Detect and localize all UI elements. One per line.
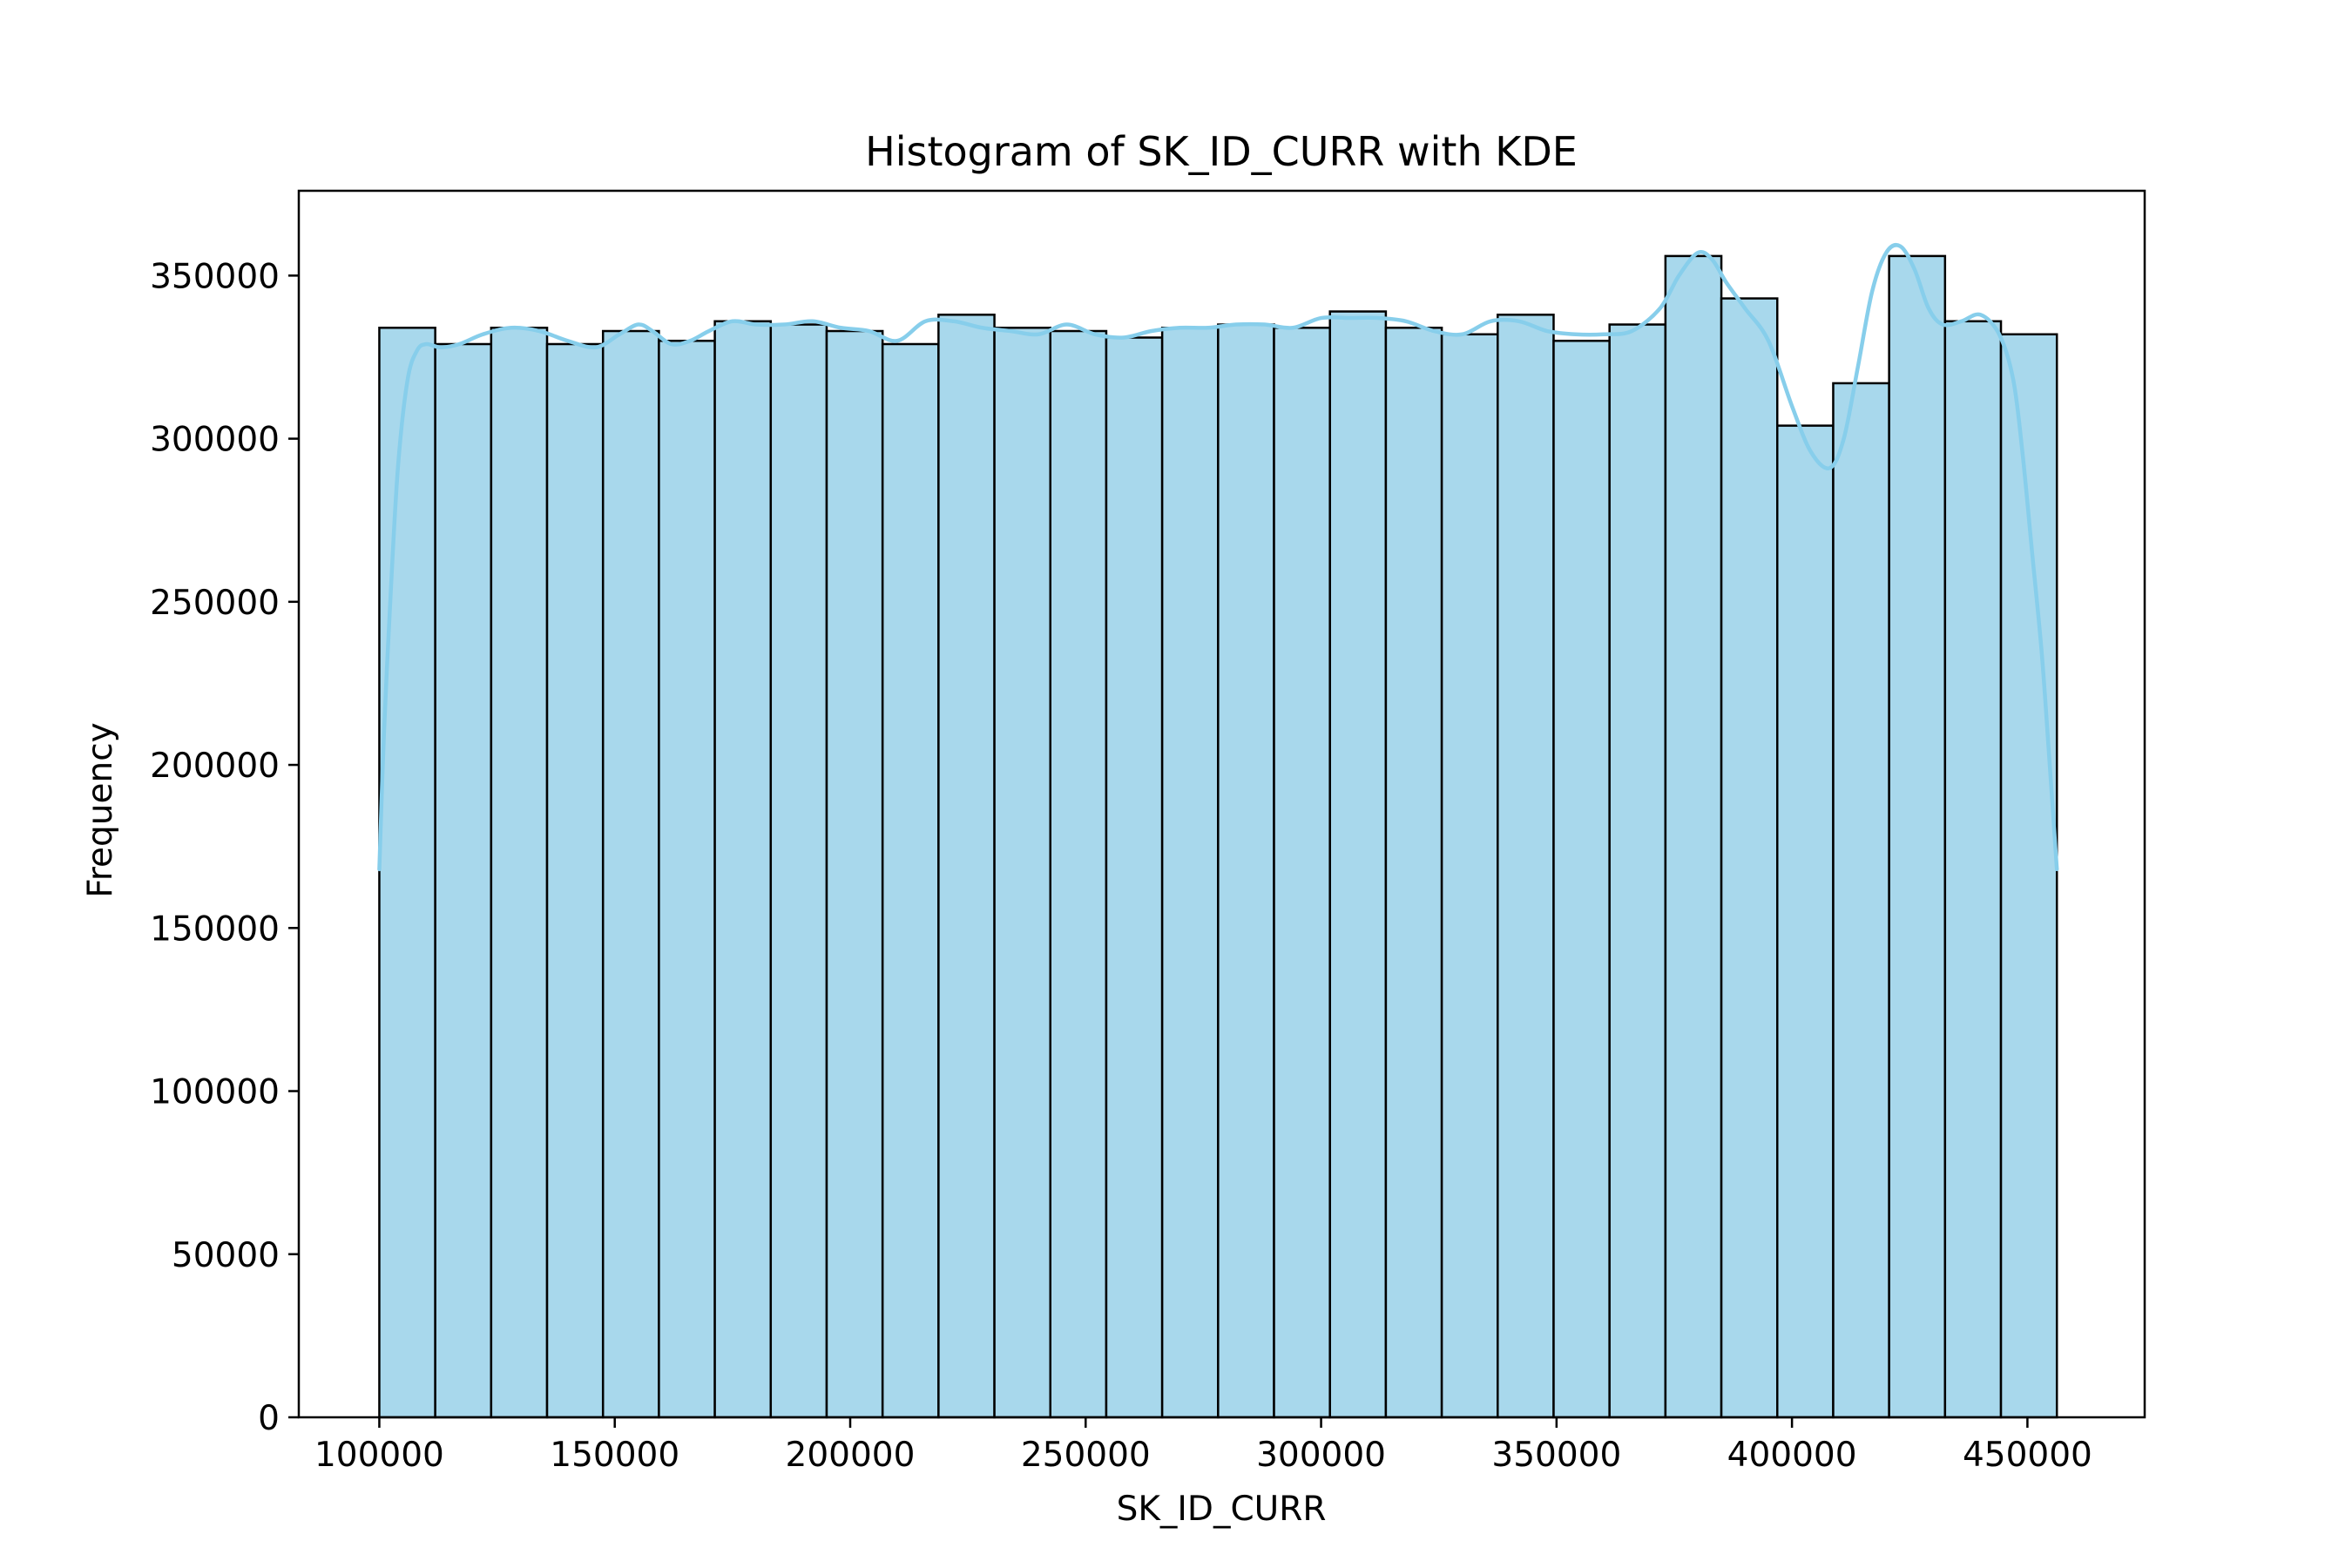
y-tick-label: 0 [258, 1399, 280, 1438]
histogram-bars [378, 254, 2058, 1419]
histogram-bar [545, 342, 605, 1419]
histogram-bar [1273, 327, 1331, 1419]
histogram-bar [434, 342, 493, 1419]
histogram-bar [769, 323, 828, 1419]
y-tick-label: 150000 [150, 909, 280, 949]
histogram-bar [1217, 323, 1275, 1419]
histogram-bar [1664, 254, 1723, 1419]
histogram-bar [881, 342, 940, 1419]
histogram-bar [1943, 320, 2003, 1419]
histogram-bar [1608, 323, 1667, 1419]
x-tick-label: 400000 [1727, 1436, 1857, 1475]
x-axis-label: SK_ID_CURR [1117, 1490, 1327, 1529]
y-tick-label: 50000 [172, 1236, 280, 1275]
chart-title: Histogram of SK_ID_CURR with KDE [865, 128, 1578, 175]
histogram-bar [1720, 297, 1779, 1419]
histogram-bar [1497, 314, 1555, 1419]
plot-frame [297, 189, 2146, 1419]
x-axis: 100000 150000 200000 250000 300000 350000 4000… [314, 1417, 2092, 1475]
y-tick-label: 100000 [150, 1073, 280, 1112]
histogram-bar [1776, 424, 1835, 1419]
histogram-bar [658, 340, 716, 1419]
x-tick-label: 350000 [1491, 1436, 1621, 1475]
x-tick-label: 450000 [1963, 1436, 2092, 1475]
histogram-bar [1105, 336, 1164, 1419]
histogram-bar [1384, 327, 1443, 1419]
histogram-bar [1832, 382, 1890, 1419]
x-tick-label: 250000 [1021, 1436, 1151, 1475]
histogram-bar [601, 329, 660, 1419]
y-tick-label: 200000 [150, 747, 280, 786]
y-axis: 0 50000 100000 150000 200000 250000 300000 3500… [150, 257, 299, 1438]
x-tick-label: 200000 [786, 1436, 916, 1475]
histogram-bar [713, 320, 773, 1419]
histogram-bar [937, 314, 996, 1419]
x-tick-label: 150000 [550, 1436, 679, 1475]
histogram-bar [1552, 340, 1611, 1419]
histogram-bar [1440, 333, 1499, 1419]
histogram-bar [993, 327, 1052, 1419]
y-tick-label: 300000 [150, 421, 280, 460]
histogram-bar [378, 327, 436, 1419]
histogram-bar [1328, 310, 1388, 1419]
x-tick-label: 100000 [314, 1436, 444, 1475]
kde-curve [377, 243, 2059, 872]
y-tick-label: 250000 [150, 584, 280, 623]
histogram-bar [1160, 327, 1220, 1419]
histogram-bar [1888, 254, 1947, 1419]
histogram-bar [825, 329, 884, 1419]
histogram-bar [1049, 329, 1108, 1419]
histogram-bar [1999, 333, 2058, 1419]
histogram-bar [490, 327, 549, 1419]
x-tick-label: 300000 [1256, 1436, 1386, 1475]
y-tick-label: 350000 [150, 257, 280, 296]
y-axis-label: Frequency [81, 722, 120, 897]
